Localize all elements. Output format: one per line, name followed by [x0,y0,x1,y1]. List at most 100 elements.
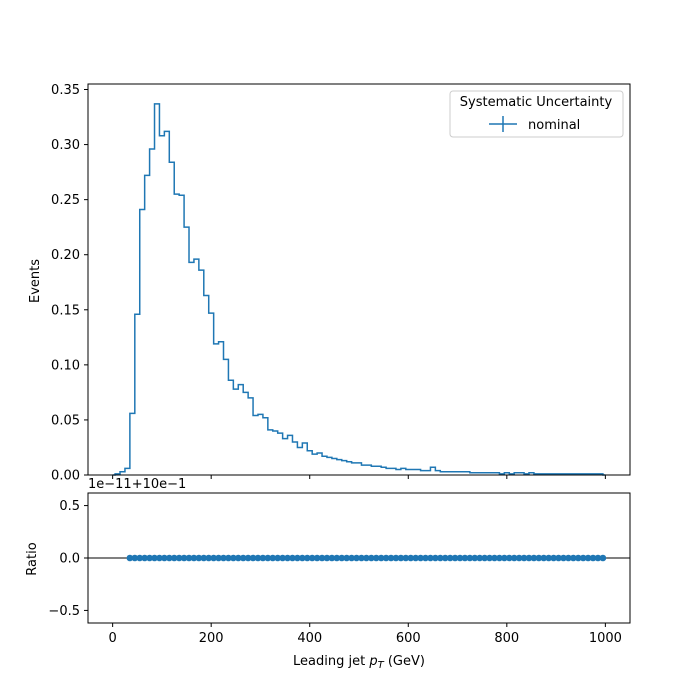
ratio-point [491,554,498,562]
events-panel: 0.000.050.100.150.200.250.300.35 Events … [28,83,631,484]
ratio-point [412,554,419,562]
legend-frame [449,90,624,138]
ratio-point [205,554,213,562]
ratio-point [437,554,444,562]
ratio-point [466,554,474,562]
ratio-panel-frame [87,492,631,624]
ratio-point [323,554,331,562]
ratio-point [136,554,144,562]
ratio-point [377,554,385,562]
ratio-y-axis-label: Ratio [25,542,40,575]
ratio-point [432,554,439,562]
events-y-tick-label: 0.05 [51,413,80,428]
events-y-tick-label: 0.35 [51,83,80,98]
ratio-y-axis-ticks: −0.5 0.0 0.5 [48,499,88,619]
ratio-point [599,554,607,562]
ratio-point [146,554,153,562]
ratio-point [545,554,552,562]
ratio-point [294,554,301,562]
ratio-point [574,554,582,562]
ratio-point [185,554,193,562]
ratio-point [259,554,267,562]
ratio-point [289,554,296,562]
ratio-point [397,554,405,562]
ratio-point [166,554,173,562]
ratio-point [254,554,262,562]
ratio-x-tick-label: 200 [199,631,224,646]
ratio-point [402,554,410,562]
ratio-point [441,554,449,562]
events-y-axis-ticks: 0.00 0.05 0.10 0.15 0.20 0.25 0.30 0.35 [51,83,88,484]
ratio-point [525,554,533,562]
ratio-point [190,554,198,562]
ratio-point [363,554,370,562]
ratio-point [471,554,479,562]
ratio-point [358,554,365,562]
ratio-point [446,554,454,562]
events-y-tick-label: 0.25 [51,193,80,208]
ratio-point [387,554,395,562]
ratio-point [284,554,291,562]
ratio-point [141,554,148,562]
ratio-point [392,554,400,562]
ratio-point [550,554,557,562]
ratio-point [510,554,518,562]
ratio-x-tick-label: 0 [108,631,116,646]
events-panel-frame [87,83,631,476]
ratio-point [308,554,316,562]
ratio-point [570,554,577,562]
ratio-point [175,554,183,562]
ratio-point [407,554,415,562]
ratio-offset-text: 1e−11+10e−1 [88,477,186,492]
ratio-point [594,554,602,562]
ratio-x-axis-ticks: 0 200 400 600 800 1000 [108,623,622,646]
ratio-point [200,554,208,562]
ratio-x-tick-label: 1000 [589,631,622,646]
ratio-point [456,554,464,562]
ratio-point [220,554,227,562]
ratio-point [476,554,484,562]
events-y-tick-label: 0.00 [51,469,80,484]
ratio-point [579,554,587,562]
ratio-point [530,554,538,562]
events-y-tick-label: 0.30 [51,138,80,153]
ratio-point [589,554,597,562]
ratio-point [274,554,282,562]
ratio-point [555,554,562,562]
ratio-point [239,554,247,562]
ratio-point [230,554,237,562]
ratio-point [496,554,503,562]
ratio-point [249,554,257,562]
ratio-x-tick-label: 600 [396,631,421,646]
ratio-point [422,554,429,562]
ratio-point [560,554,567,562]
legend: Systematic Uncertainty nominal [449,90,624,138]
ratio-point [368,554,375,562]
ratio-point [520,554,528,562]
ratio-point [303,554,311,562]
ratio-point [333,554,341,562]
ratio-point [501,554,508,562]
ratio-point [151,554,158,562]
ratio-y-tick-label: 0.5 [59,499,80,514]
ratio-point [264,554,272,562]
ratio-panel: 1e−11+10e−1 −0.5 0.0 0.5 0 200 400 600 800 1000… [25,477,631,671]
ratio-point [486,554,493,562]
ratio-point [313,554,321,562]
ratio-point [382,554,390,562]
ratio-point [372,554,380,562]
legend-entry-nominal: nominal [528,118,580,133]
ratio-point [481,554,488,562]
ratio-point [234,554,242,562]
events-y-tick-label: 0.20 [51,248,80,263]
ratio-point [584,554,592,562]
events-x-axis-ticks [112,475,606,479]
ratio-point [195,554,203,562]
ratio-point [269,554,277,562]
ratio-x-tick-label: 800 [494,631,519,646]
ratio-point [299,554,306,562]
ratio-y-tick-label: −0.5 [48,604,80,619]
ratio-x-axis-label: Leading jet pT (GeV) [293,654,425,671]
ratio-point [343,554,350,562]
